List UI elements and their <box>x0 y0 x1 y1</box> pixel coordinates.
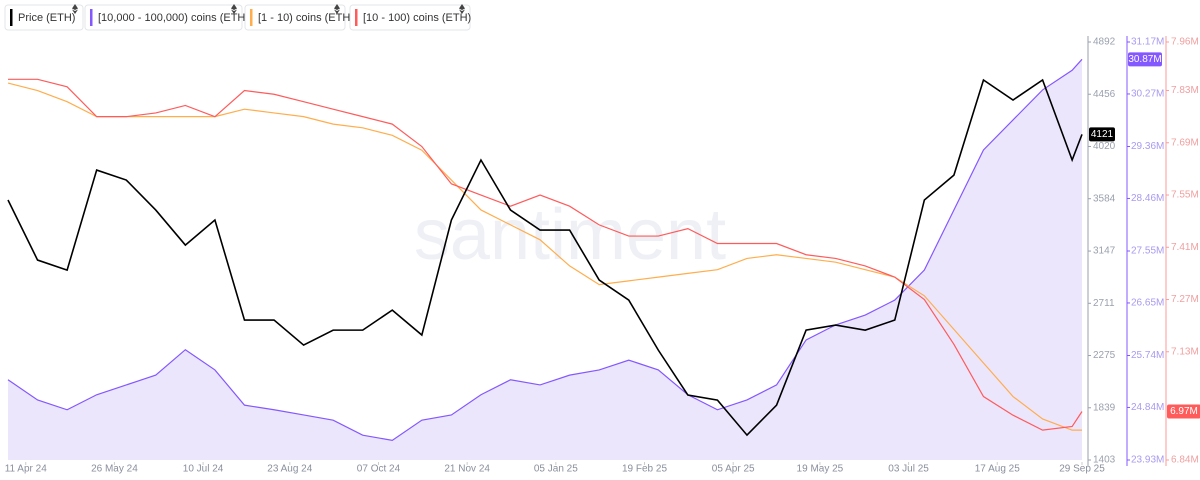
tick-label: 7.27M <box>1171 294 1199 305</box>
x-tick-label: 19 May 25 <box>797 464 844 475</box>
x-tick-label: 23 Aug 24 <box>267 464 312 475</box>
area <box>8 59 1082 461</box>
last-value-box <box>1128 52 1162 67</box>
legend-swatch <box>250 9 253 26</box>
x-tick-label: 29 Sep 25 <box>1059 464 1105 475</box>
tick-label: 7.13M <box>1171 346 1199 357</box>
legend-swatch <box>355 9 358 26</box>
tick-label: 3584 <box>1093 193 1116 204</box>
eth-icon <box>72 4 78 14</box>
tick-label: 7.83M <box>1171 85 1199 96</box>
legend-item: [1 - 10) coins (ETH) <box>244 4 354 31</box>
legend-text: [1 - 10) coins (ETH) <box>258 12 354 24</box>
tick-label: 1839 <box>1093 402 1116 413</box>
last-value-label: 30.87M <box>1128 54 1161 65</box>
tick-label: 31.17M <box>1131 37 1164 48</box>
x-tick-label: 05 Jan 25 <box>534 464 578 475</box>
legend-item: [10,000 - 100,000) coins (ETH) <box>84 4 249 31</box>
eth-icon <box>459 4 465 14</box>
legend-text: Price (ETH) <box>18 12 75 24</box>
x-tick-label: 07 Oct 24 <box>357 464 401 475</box>
legend-box <box>4 4 84 31</box>
line <box>7 58 1083 442</box>
tick-label: 7.55M <box>1171 190 1199 201</box>
legend-text: [10 - 100) coins (ETH) <box>363 12 471 24</box>
x-tick-label: 19 Feb 25 <box>622 464 667 475</box>
watermark: santiment <box>414 195 726 275</box>
tick-label: 4020 <box>1093 141 1116 152</box>
last-value-box <box>1089 127 1115 142</box>
x-tick-label: 10 Jul 24 <box>183 464 224 475</box>
tick-label: 4456 <box>1093 89 1116 100</box>
eth-icon <box>334 4 340 14</box>
tick-label: 29.36M <box>1131 141 1164 152</box>
tick-label: 2275 <box>1093 350 1116 361</box>
tick-label: 7.69M <box>1171 137 1199 148</box>
x-tick-label: 11 Apr 24 <box>5 464 48 475</box>
tick-label: 2711 <box>1093 298 1115 309</box>
tick-label: 1403 <box>1093 455 1116 466</box>
legend-box <box>244 4 346 31</box>
legend-item: Price (ETH) <box>4 4 84 31</box>
tick-label: 7.96M <box>1171 37 1199 48</box>
eth-icon <box>231 4 237 14</box>
legend-box <box>349 4 471 31</box>
tick-label: 27.55M <box>1131 246 1164 257</box>
x-tick-label: 17 Aug 25 <box>975 464 1020 475</box>
legend-swatch <box>90 9 93 26</box>
last-value-label: 4121 <box>1091 129 1114 140</box>
tick-label: 4892 <box>1093 37 1116 48</box>
legend-text: [10,000 - 100,000) coins (ETH) <box>98 12 249 24</box>
tick-label: 25.74M <box>1131 350 1164 361</box>
tick-label: 28.46M <box>1131 193 1164 204</box>
tick-label: 24.84M <box>1131 402 1164 413</box>
x-tick-label: 03 Jul 25 <box>888 464 929 475</box>
x-tick-label: 26 May 24 <box>91 464 138 475</box>
x-tick-label: 21 Nov 24 <box>444 464 490 475</box>
line <box>7 82 1082 431</box>
tick-label: 26.65M <box>1131 298 1164 309</box>
tick-label: 6.84M <box>1171 455 1199 466</box>
tick-label: 23.93M <box>1131 455 1164 466</box>
legend-item: [10 - 100) coins (ETH) <box>349 4 471 31</box>
last-value-label: 6.97M <box>1170 406 1198 417</box>
x-tick-label: 05 Apr 25 <box>712 464 755 475</box>
legend-box <box>84 4 243 31</box>
last-value-box <box>1167 404 1200 419</box>
tick-label: 7.41M <box>1171 242 1199 253</box>
tick-label: 3147 <box>1093 246 1116 257</box>
tick-label: 30.27M <box>1131 89 1164 100</box>
line <box>8 78 1083 431</box>
legend-swatch <box>10 9 13 26</box>
line <box>7 78 1083 437</box>
